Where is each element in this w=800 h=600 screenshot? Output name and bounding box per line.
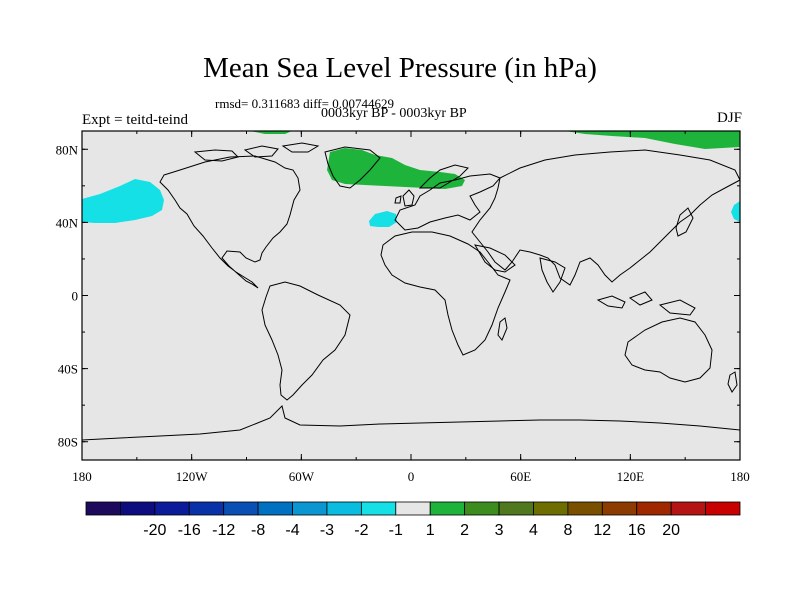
colorbar-label: 16 [628,522,646,539]
lon-tick-label: 0 [408,469,415,484]
colorbar-swatch [429,501,466,516]
positive-anomaly-arctic-east [565,131,740,149]
lon-tick-label: 120E [617,469,645,484]
colorbar-swatch [85,501,121,516]
indonesia-coast [596,291,696,316]
lat-tick-label: 0 [72,289,79,304]
latitude-labels: 80N 40N 0 40S 80S [56,142,79,449]
colorbar-label: -3 [320,522,334,539]
colorbar-labels: -20 -16 -12 -8 -4 -3 -2 -1 1 2 3 4 8 12 16 20 [143,522,680,539]
colorbar-swatch [292,501,328,516]
colorbar-label: -1 [389,522,403,539]
europe-coast [394,173,501,231]
colorbar-label: -12 [212,522,235,539]
australia-coast [624,317,713,383]
colorbar-label: 8 [563,522,572,539]
colorbar-swatch [533,501,569,516]
negative-anomaly-north-pacific [82,179,164,223]
colorbar-swatch [498,501,534,516]
arctic-islands [193,142,320,162]
lon-tick-label: 180 [730,469,750,484]
colorbar-label: 3 [495,522,504,539]
colorbar-label: -16 [178,522,201,539]
colorbar-swatch [464,501,500,516]
colorbar-swatch [223,501,259,516]
colorbar-swatch [395,501,431,516]
colorbar-swatch [360,501,397,516]
colorbar-swatch [257,501,293,516]
stats-subtitle: rmsd= 0.311683 diff= 0.00744629 [215,96,394,111]
colorbar-swatch [636,501,672,516]
arabia-coast [474,244,516,273]
colorbar-swatch [705,501,741,516]
negative-anomaly-north-atlantic [369,211,397,227]
asia-coast [471,149,740,286]
colorbar-label: 12 [593,522,611,539]
colorbar-label: -8 [251,522,265,539]
colorbar-swatch [567,501,603,516]
scandinavia-coast [418,164,469,189]
new-zealand-coast [727,371,738,393]
lon-tick-label: 60E [510,469,531,484]
japan-coast [675,207,694,237]
colorbar-label: -4 [285,522,299,539]
map-title: Mean Sea Level Pressure (in hPa) [203,52,597,84]
longitude-labels: 180 120W 60W 0 60E 120E 180 [72,469,750,484]
antarctica-coast [82,405,740,441]
british-isles-coast [394,189,415,207]
colorbar-swatch [120,501,156,516]
experiment-label: Expt = teitd-teind [82,112,188,128]
negative-anomaly-east-pacific [731,201,740,222]
colorbar-swatch [670,501,706,516]
africa-coast [380,231,511,356]
lon-tick-label: 120W [176,469,209,484]
colorbar-label: 1 [426,522,435,539]
positive-anomaly-arctic-west [250,131,292,134]
colorbar [85,501,741,516]
south-america-coast [261,281,351,401]
madagascar-coast [497,317,508,341]
greenland-coast [324,146,381,189]
lon-tick-label: 60W [289,469,315,484]
axis-ticks [81,131,741,460]
lat-tick-label: 80S [58,435,78,450]
lat-tick-label: 40N [56,215,79,230]
colorbar-label: 2 [460,522,469,539]
lat-tick-label: 40S [58,362,78,377]
colorbar-label: 4 [529,522,538,539]
colorbar-label: -20 [143,522,166,539]
north-america-coast [159,155,301,289]
colorbar-swatch [188,501,225,516]
colorbar-swatch [154,501,190,516]
india-coast [539,257,566,293]
lat-tick-label: 80N [56,142,79,157]
coastlines [82,142,740,441]
colorbar-swatch [601,501,638,516]
colorbar-swatch [326,501,362,516]
lon-tick-label: 180 [72,469,92,484]
colorbar-label: 20 [662,522,680,539]
colorbar-label: -2 [354,522,368,539]
period-subtitle: 0003kyr BP - 0003kyr BP [321,106,467,121]
season-label: DJF [716,110,742,126]
